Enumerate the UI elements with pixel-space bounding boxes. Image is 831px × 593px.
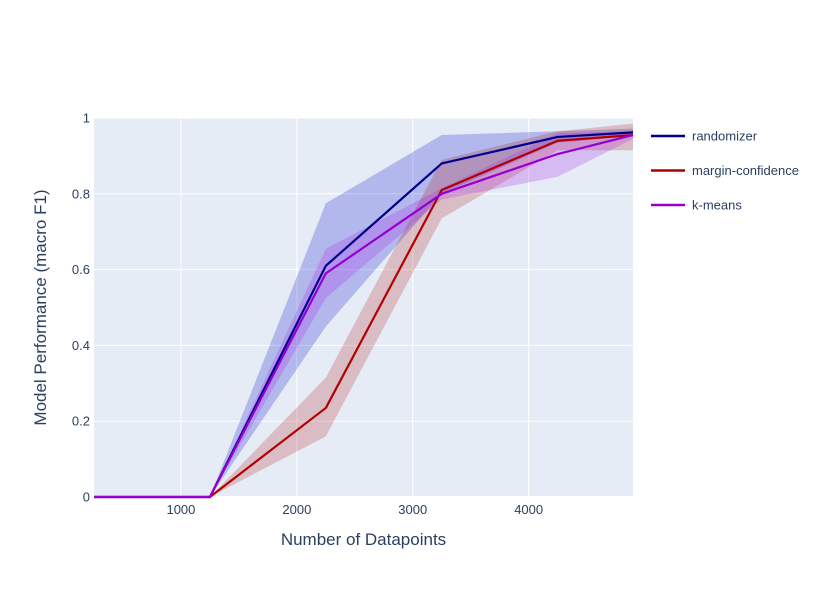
- x-axis-title: Number of Datapoints: [281, 530, 446, 549]
- y-axis-ticks: 0 0.2 0.4 0.6 0.8 1: [72, 111, 90, 505]
- x-tick-label: 1000: [166, 502, 195, 517]
- series-line-k-means[interactable]: [94, 133, 634, 499]
- plot-background: [94, 118, 633, 497]
- series-lines: [94, 131, 634, 499]
- legend-label: margin-confidence: [692, 163, 799, 178]
- y-tick-label: 1: [83, 111, 90, 126]
- legend[interactable]: randomizer margin-confidence k-means: [651, 129, 799, 213]
- y-tick-label: 0.8: [72, 186, 90, 201]
- y-tick-label: 0.2: [72, 414, 90, 429]
- y-tick-label: 0.4: [72, 338, 90, 353]
- legend-label: randomizer: [692, 129, 758, 144]
- legend-label: k-means: [692, 198, 742, 213]
- legend-item-randomizer[interactable]: randomizer: [651, 129, 758, 144]
- x-axis-ticks: 1000 2000 3000 4000: [166, 502, 543, 517]
- y-tick-label: 0: [83, 490, 90, 505]
- y-axis-title: Model Performance (macro F1): [31, 189, 50, 425]
- band-margin-confidence: [94, 123, 633, 497]
- x-tick-label: 4000: [514, 502, 543, 517]
- grid-lines: [94, 117, 633, 498]
- x-tick-label: 2000: [282, 502, 311, 517]
- y-tick-label: 0.6: [72, 262, 90, 277]
- legend-item-margin-confidence[interactable]: margin-confidence: [651, 163, 799, 178]
- x-tick-label: 3000: [398, 502, 427, 517]
- band-randomizer: [94, 128, 633, 497]
- legend-item-k-means[interactable]: k-means: [651, 198, 742, 213]
- confidence-bands: [94, 123, 633, 497]
